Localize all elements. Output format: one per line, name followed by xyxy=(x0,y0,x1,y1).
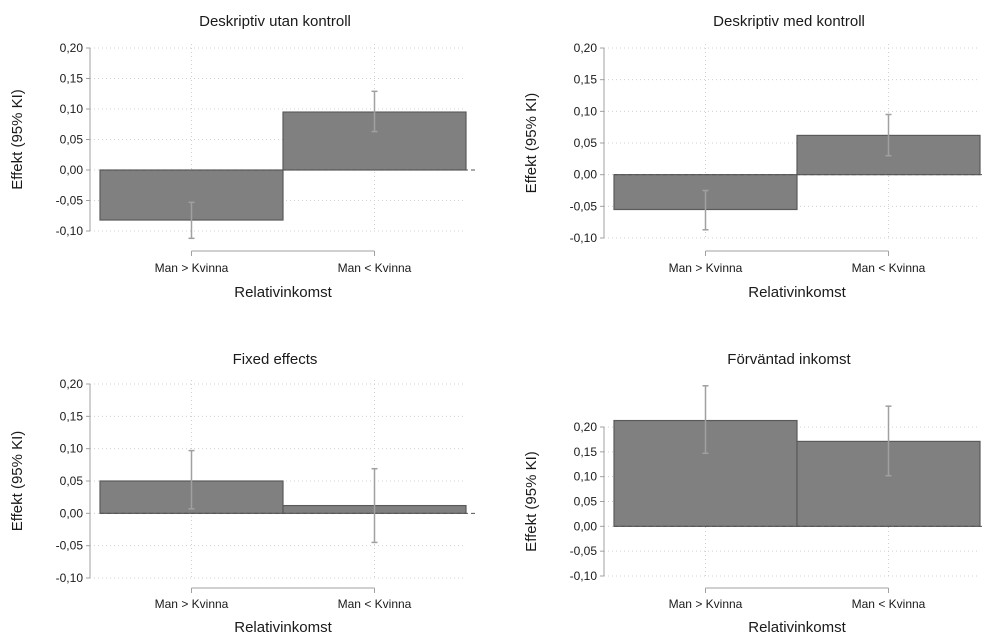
chart-panel-1: Deskriptiv utan kontroll -0,10 -0,05 0,00 0,… xyxy=(9,13,476,301)
y-axis-title: Effekt (95% KI) xyxy=(523,451,540,552)
x-tick-label: Man > Kvinna xyxy=(669,261,743,275)
x-tick-label: Man > Kvinna xyxy=(669,597,743,611)
x-tick-label: Man > Kvinna xyxy=(155,261,229,275)
y-tick-label: -0,10 xyxy=(56,224,84,238)
y-tick-label: -0,05 xyxy=(56,194,84,208)
x-tick-label: Man < Kvinna xyxy=(852,597,926,611)
y-tick-label: 0,05 xyxy=(60,133,84,147)
y-tick-label: -0,10 xyxy=(570,231,598,245)
y-tick-label: 0,05 xyxy=(574,136,598,150)
y-tick-label: 0,05 xyxy=(60,474,84,488)
chart-title: Fixed effects xyxy=(233,351,318,368)
x-tick-label: Man > Kvinna xyxy=(155,597,229,611)
x-axis-title: Relativinkomst xyxy=(234,284,332,301)
y-tick-label: 0,20 xyxy=(60,377,84,391)
y-tick-label: -0,10 xyxy=(570,569,598,583)
chart-title: Deskriptiv utan kontroll xyxy=(199,13,351,30)
y-tick-label: -0,05 xyxy=(570,544,598,558)
y-tick-label: 0,10 xyxy=(60,102,84,116)
x-tick-label: Man < Kvinna xyxy=(338,261,412,275)
x-axis-title: Relativinkomst xyxy=(748,284,846,301)
x-tick-label: Man < Kvinna xyxy=(338,597,412,611)
y-tick-label: -0,05 xyxy=(56,539,84,553)
chart-panel-2: Deskriptiv med kontroll -0,10 -0,05 0,00 0,0… xyxy=(523,13,985,301)
x-axis-title: Relativinkomst xyxy=(748,619,846,636)
y-tick-label: -0,10 xyxy=(56,571,84,585)
y-tick-label: 0,20 xyxy=(574,41,598,55)
y-tick-label: 0,00 xyxy=(574,519,598,533)
y-tick-label: 0,10 xyxy=(574,104,598,118)
y-tick-label: 0,00 xyxy=(574,168,598,182)
y-tick-label: 0,15 xyxy=(574,445,598,459)
y-tick-label: 0,15 xyxy=(574,73,598,87)
y-tick-label: 0,05 xyxy=(574,495,598,509)
chart-title: Deskriptiv med kontroll xyxy=(713,13,865,30)
y-axis-title: Effekt (95% KI) xyxy=(9,89,26,190)
x-tick-label: Man < Kvinna xyxy=(852,261,926,275)
y-tick-label: 0,15 xyxy=(60,72,84,86)
y-tick-label: 0,20 xyxy=(574,420,598,434)
y-tick-label: 0,15 xyxy=(60,409,84,423)
y-tick-label: 0,20 xyxy=(60,41,84,55)
y-tick-label: 0,00 xyxy=(60,506,84,520)
chart-title: Förväntad inkomst xyxy=(727,351,851,368)
y-axis-title: Effekt (95% KI) xyxy=(9,431,26,532)
x-axis-title: Relativinkomst xyxy=(234,619,332,636)
y-tick-label: 0,10 xyxy=(574,470,598,484)
chart-panel-3: Fixed effects -0,10 -0,05 0,00 0,05 0,10 0,15 0… xyxy=(9,351,476,636)
chart-panel-4: Förväntad inkomst -0,10 -0,05 0,00 0,05 0,10 0… xyxy=(523,351,985,636)
y-axis-title: Effekt (95% KI) xyxy=(523,93,540,194)
y-tick-label: -0,05 xyxy=(570,199,598,213)
y-tick-label: 0,10 xyxy=(60,442,84,456)
y-tick-label: 0,00 xyxy=(60,163,84,177)
